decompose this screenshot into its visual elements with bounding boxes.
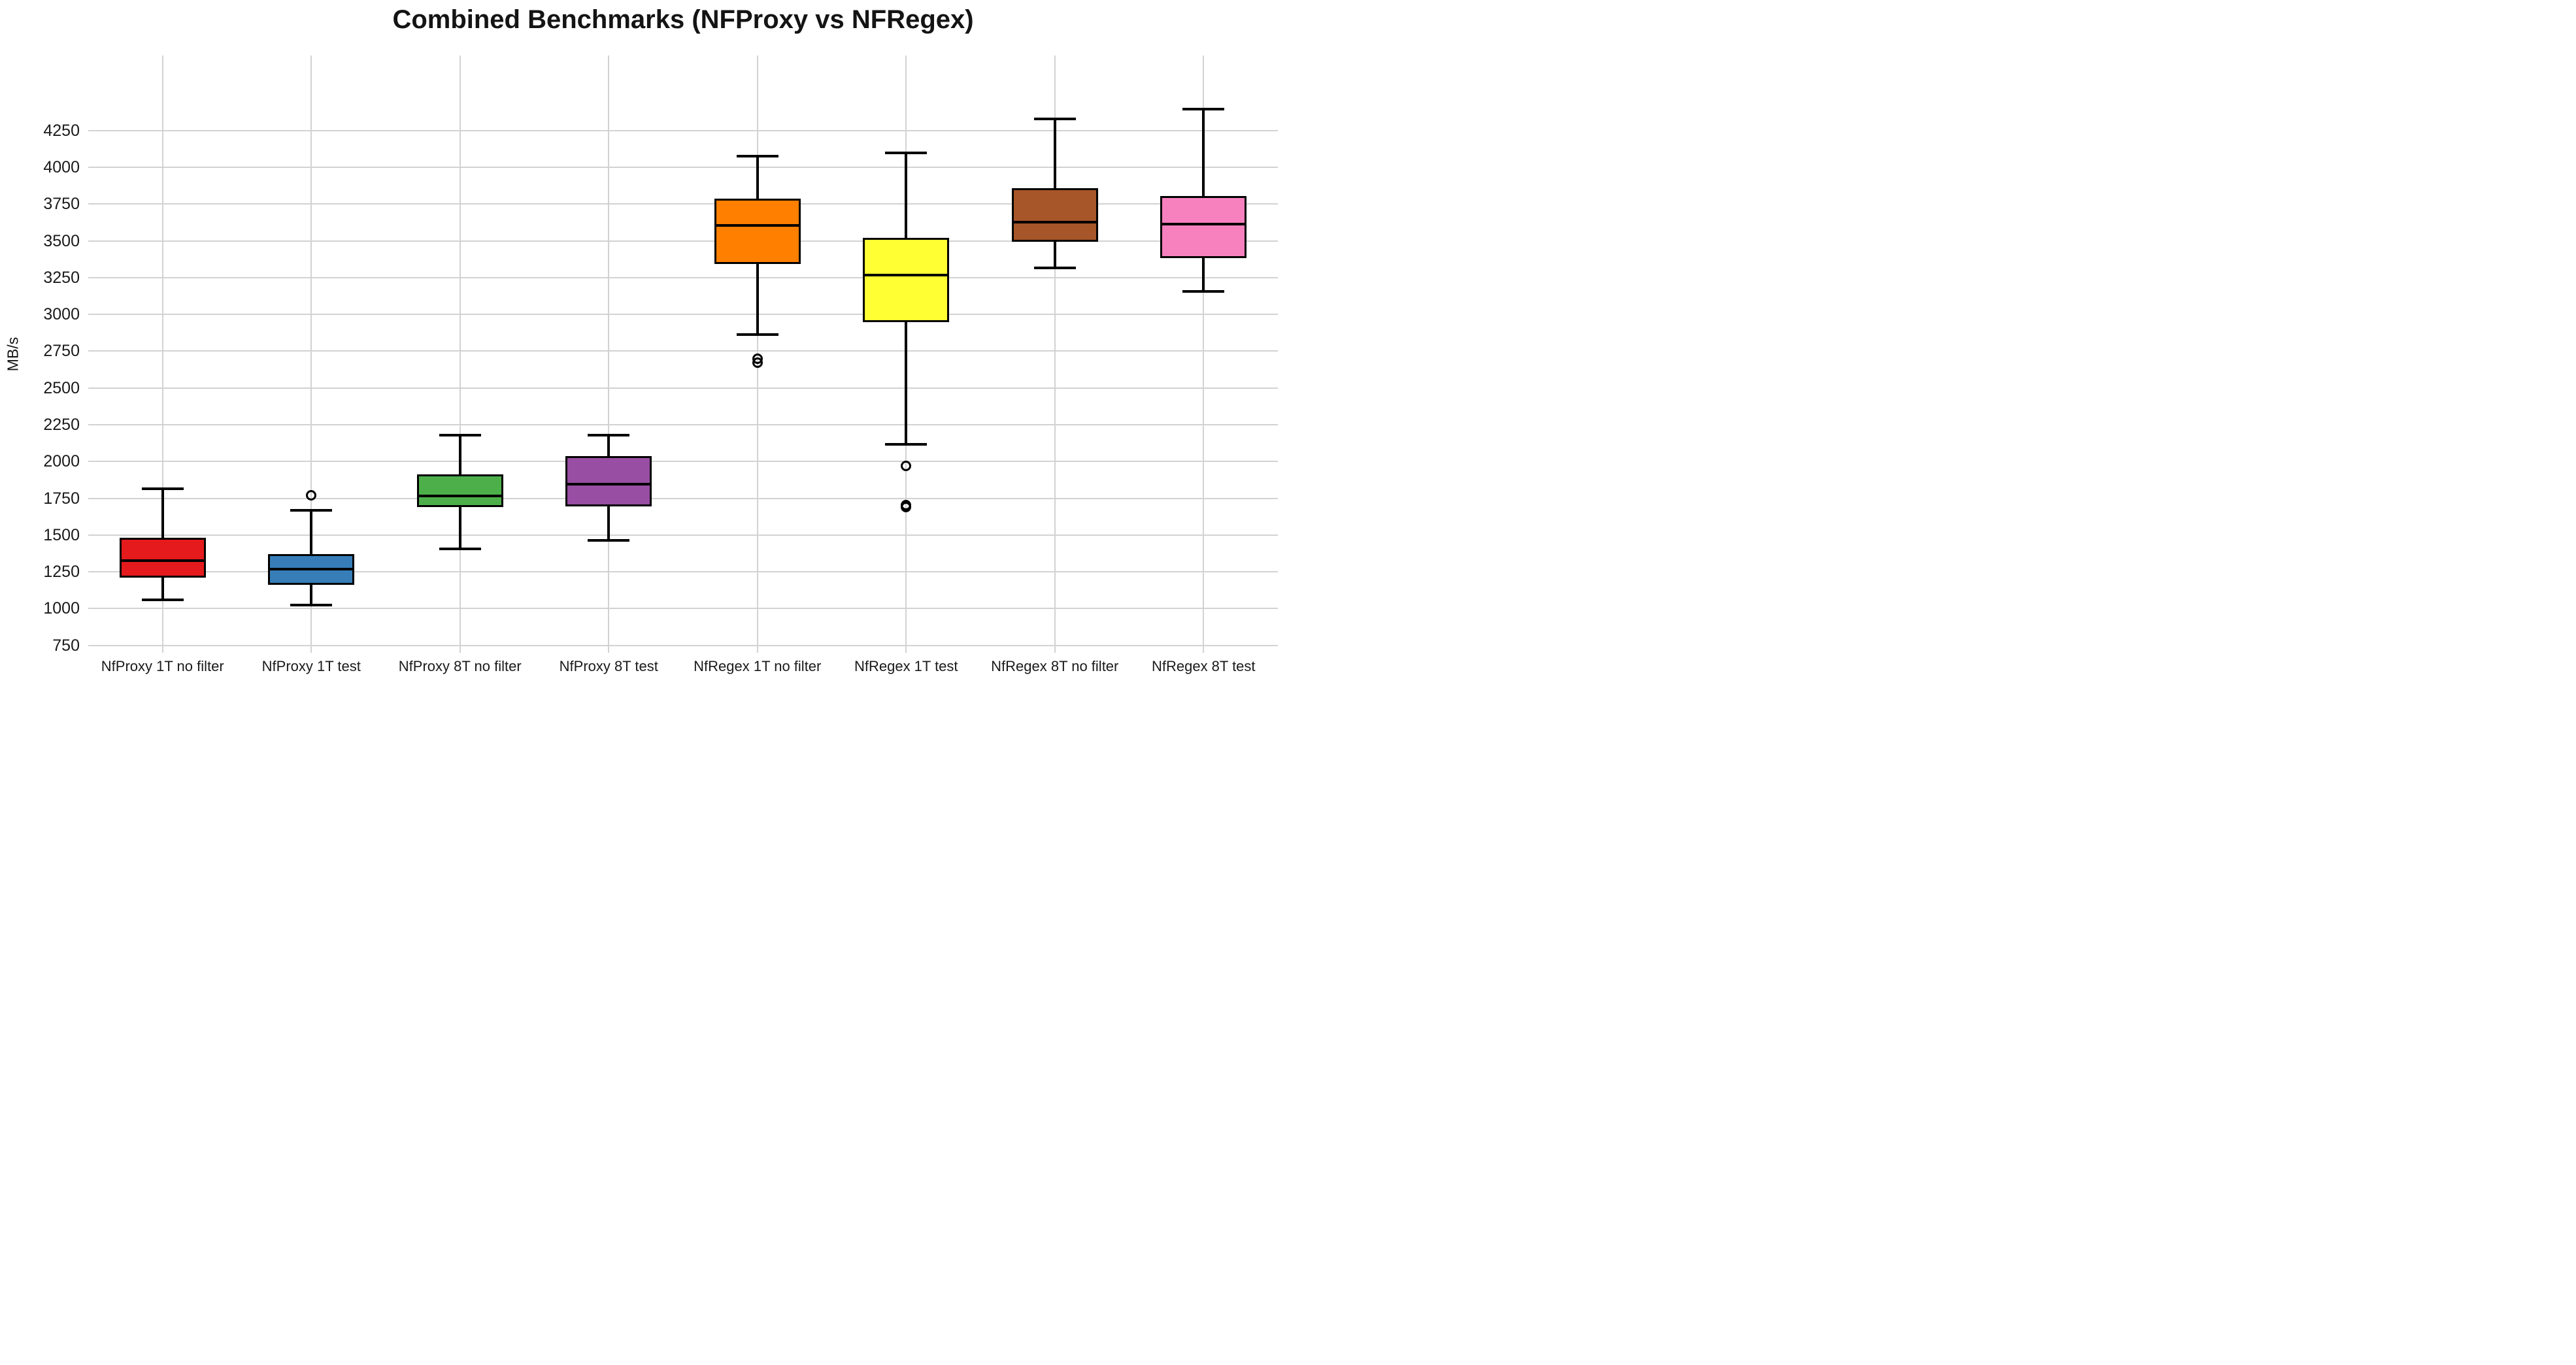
median-line-1	[119, 559, 206, 563]
ytick-label-1250: 1250	[43, 563, 80, 582]
whisker-cap-low-8	[1182, 289, 1225, 293]
whisker-upper-1	[161, 488, 164, 539]
whisker-cap-high-1	[141, 487, 184, 490]
median-line-7	[1011, 220, 1098, 223]
xtick-label-3: NfProxy 8T no filter	[398, 658, 522, 674]
ygridline-2000	[88, 461, 1278, 463]
ytick-label-3500: 3500	[43, 231, 80, 250]
ytick-label-3250: 3250	[43, 268, 80, 287]
whisker-cap-low-2	[290, 603, 333, 606]
xgridline-3	[459, 56, 461, 653]
xgridline-2	[310, 56, 312, 653]
box-4	[565, 455, 652, 506]
xgridline-4	[608, 56, 610, 653]
ygridline-750	[88, 644, 1278, 646]
whisker-cap-low-1	[141, 598, 184, 601]
whisker-cap-high-6	[885, 151, 928, 154]
box-8	[1160, 196, 1247, 258]
ygridline-1750	[88, 497, 1278, 499]
whisker-lower-2	[310, 584, 313, 605]
box-7	[1011, 188, 1098, 242]
ygridline-4000	[88, 167, 1278, 169]
whisker-cap-low-7	[1033, 267, 1076, 270]
ygridline-2500	[88, 387, 1278, 389]
whisker-lower-1	[161, 576, 164, 600]
ytick-label-2750: 2750	[43, 342, 80, 361]
ygridline-1250	[88, 571, 1278, 573]
whisker-cap-low-3	[439, 548, 481, 551]
whisker-upper-8	[1202, 109, 1205, 198]
ytick-label-2000: 2000	[43, 452, 80, 471]
box-1	[119, 537, 206, 578]
median-line-2	[268, 568, 355, 571]
boxplot-figure: Combined Benchmarks (NFProxy vs NFRegex)…	[0, 0, 1288, 682]
whisker-lower-8	[1202, 256, 1205, 291]
median-line-4	[565, 482, 652, 485]
whisker-lower-7	[1053, 240, 1056, 269]
ygridline-2750	[88, 350, 1278, 352]
whisker-cap-low-4	[588, 538, 630, 542]
xtick-label-6: NfRegex 1T test	[854, 658, 958, 674]
ytick-label-3000: 3000	[43, 305, 80, 324]
whisker-cap-high-3	[439, 433, 481, 436]
whisker-upper-5	[756, 156, 759, 200]
ytick-label-2500: 2500	[43, 378, 80, 397]
ygridline-4250	[88, 129, 1278, 131]
ygridline-3250	[88, 276, 1278, 278]
ygridline-3500	[88, 240, 1278, 242]
xtick-label-8: NfRegex 8T test	[1151, 658, 1256, 674]
xtick-label-2: NfProxy 1T test	[261, 658, 361, 674]
whisker-upper-6	[905, 152, 908, 240]
xtick-label-5: NfRegex 1T no filter	[694, 658, 822, 674]
ytick-label-1500: 1500	[43, 525, 80, 544]
whisker-cap-high-8	[1182, 108, 1225, 111]
whisker-cap-low-5	[736, 333, 778, 336]
outlier-5-2	[752, 357, 763, 369]
median-line-8	[1160, 223, 1247, 226]
ytick-label-4000: 4000	[43, 158, 80, 177]
whisker-cap-high-2	[290, 508, 333, 512]
ytick-label-4250: 4250	[43, 121, 80, 140]
ygridline-1500	[88, 534, 1278, 536]
whisker-cap-high-4	[588, 433, 630, 436]
whisker-upper-2	[310, 510, 313, 556]
ygridline-2250	[88, 424, 1278, 426]
box-3	[416, 474, 503, 507]
whisker-lower-5	[756, 263, 759, 335]
xgridline-8	[1203, 56, 1205, 653]
plot-area: 750 1000 1250 1500 1750 2000 2250 2500 2750 3000 3…	[0, 0, 1288, 682]
whisker-cap-high-5	[736, 155, 778, 158]
outlier-2-1	[306, 490, 317, 501]
whisker-upper-7	[1053, 118, 1056, 190]
ytick-label-1000: 1000	[43, 599, 80, 618]
whisker-lower-4	[607, 504, 611, 540]
xtick-label-4: NfProxy 8T test	[559, 658, 658, 674]
ytick-label-3750: 3750	[43, 195, 80, 214]
whisker-lower-6	[905, 321, 908, 445]
xgridline-1	[161, 56, 163, 653]
ygridline-3750	[88, 203, 1278, 205]
median-line-3	[416, 494, 503, 497]
outlier-6-3	[901, 502, 912, 513]
whisker-upper-3	[458, 435, 461, 476]
whisker-cap-high-7	[1033, 117, 1076, 120]
ytick-label-1750: 1750	[43, 489, 80, 508]
xgridline-7	[1054, 56, 1056, 653]
ygridline-3000	[88, 314, 1278, 316]
box-5	[714, 198, 801, 265]
outlier-6-1	[901, 461, 912, 472]
median-line-6	[863, 273, 950, 276]
median-line-5	[714, 224, 801, 227]
box-6	[863, 238, 950, 323]
ytick-label-750: 750	[52, 636, 80, 655]
whisker-lower-3	[458, 505, 461, 550]
xtick-label-1: NfProxy 1T no filter	[101, 658, 224, 674]
whisker-upper-4	[607, 435, 611, 457]
xtick-label-7: NfRegex 8T no filter	[991, 658, 1119, 674]
ygridline-1000	[88, 608, 1278, 610]
whisker-cap-low-6	[885, 443, 928, 446]
ytick-label-2250: 2250	[43, 416, 80, 435]
chart-title: Combined Benchmarks (NFProxy vs NFRegex)	[392, 5, 974, 34]
